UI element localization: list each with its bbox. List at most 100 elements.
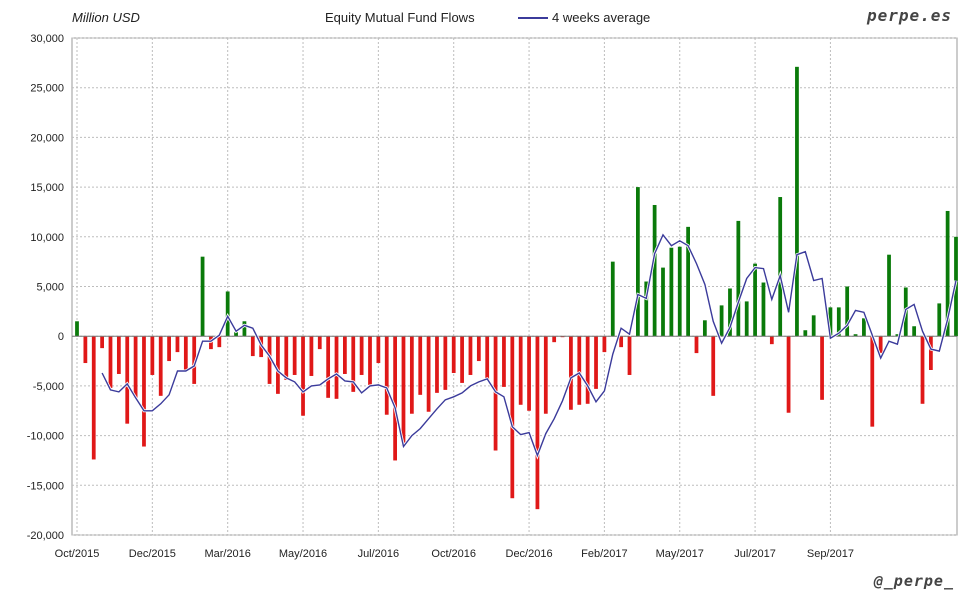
- outflow-bar: [820, 336, 824, 400]
- x-tick-label: Dec/2016: [506, 548, 553, 560]
- outflow-bar: [468, 336, 473, 375]
- outflow-bar: [602, 336, 607, 353]
- legend: 4 weeks average: [518, 10, 650, 25]
- inflow-bar: [795, 66, 799, 337]
- y-tick-label: -20,000: [27, 530, 64, 542]
- inflow-bar: [862, 318, 866, 337]
- x-tick-label: Oct/2016: [431, 548, 476, 560]
- x-tick-label: Dec/2015: [129, 548, 176, 560]
- x-tick-label: Mar/2016: [204, 548, 250, 560]
- inflow-bar: [912, 326, 917, 337]
- y-tick-label: -15,000: [27, 480, 64, 492]
- x-tick-label: May/2016: [279, 548, 327, 560]
- outflow-bar: [133, 336, 138, 398]
- outflow-bar: [426, 336, 431, 412]
- outflow-bar: [401, 336, 406, 446]
- outflow-bar: [368, 336, 372, 385]
- inflow-bar: [744, 301, 749, 337]
- outflow-bar: [183, 336, 188, 371]
- outflow-bar: [435, 336, 439, 393]
- inflow-bar: [702, 320, 707, 337]
- outflow-bar: [929, 336, 933, 370]
- inflow-bar: [234, 332, 238, 337]
- outflow-bar: [150, 336, 155, 375]
- y-tick-label: 20,000: [30, 132, 64, 144]
- inflow-bar: [686, 226, 690, 337]
- inflow-bar: [753, 263, 757, 337]
- outflow-bar: [317, 336, 322, 350]
- x-tick-label: Feb/2017: [581, 548, 627, 560]
- y-tick-label: 25,000: [30, 83, 64, 95]
- inflow-bar: [728, 288, 732, 337]
- outflow-bar: [100, 336, 104, 349]
- outflow-bar: [627, 336, 632, 375]
- outflow-bar: [108, 336, 113, 388]
- y-tick-label: 15,000: [30, 182, 64, 194]
- inflow-bar: [836, 307, 841, 337]
- outflow-bar: [711, 336, 716, 396]
- outflow-bar: [443, 336, 448, 390]
- inflow-bar: [242, 321, 247, 337]
- x-tick-label: Jul/2016: [358, 548, 400, 560]
- outflow-bar: [786, 336, 791, 413]
- outflow-bar: [91, 336, 96, 460]
- outflow-bar: [409, 336, 414, 414]
- outflow-bar: [577, 336, 582, 405]
- inflow-bar: [828, 307, 833, 337]
- four-week-average-line: [101, 233, 957, 458]
- legend-line-swatch: [518, 16, 548, 19]
- outflow-bar: [594, 336, 598, 389]
- legend-label: 4 weeks average: [552, 10, 651, 25]
- outflow-bar: [451, 336, 456, 373]
- outflow-bar: [175, 336, 180, 353]
- inflow-bar: [736, 220, 741, 337]
- outflow-bar: [142, 336, 146, 447]
- brand-watermark: perpe.es: [866, 6, 952, 25]
- outflow-bar: [527, 336, 531, 411]
- outflow-bar: [309, 336, 314, 376]
- inflow-bar: [669, 247, 674, 337]
- outflow-bar: [585, 336, 590, 404]
- outflow-bar: [351, 336, 356, 392]
- outflow-bar: [217, 336, 222, 348]
- outflow-bar: [343, 336, 347, 374]
- y-tick-label: -5,000: [33, 381, 64, 393]
- outflow-bar: [284, 336, 289, 380]
- inflow-bar: [778, 197, 783, 337]
- x-tick-label: Sep/2017: [807, 548, 854, 560]
- inflow-bar: [719, 305, 724, 337]
- outflow-bar: [502, 336, 506, 387]
- inflow-bar: [937, 303, 942, 337]
- outflow-bar: [518, 336, 523, 405]
- outflow-bar: [292, 336, 297, 375]
- author-handle: @_perpe_: [873, 572, 954, 590]
- outflow-bar: [543, 336, 548, 414]
- y-tick-label: 5,000: [36, 282, 64, 294]
- outflow-bar: [535, 336, 540, 510]
- outflow-bar: [359, 336, 364, 375]
- inflow-bar: [761, 282, 766, 337]
- x-tick-label: May/2017: [656, 548, 704, 560]
- outflow-bar: [267, 336, 272, 384]
- y-tick-label: 30,000: [30, 33, 64, 45]
- y-tick-label: 10,000: [30, 232, 64, 244]
- outflow-bar: [878, 336, 883, 354]
- outflow-bar: [418, 336, 423, 395]
- outflow-bar: [301, 336, 305, 416]
- inflow-bar: [644, 281, 649, 337]
- outflow-bar: [83, 336, 88, 364]
- outflow-bar: [870, 336, 875, 427]
- outflow-bar: [167, 336, 171, 362]
- outflow-bar: [192, 336, 197, 384]
- outflow-bar: [460, 336, 464, 383]
- inflow-bar: [661, 267, 665, 337]
- outflow-bar: [552, 336, 557, 343]
- outflow-bar: [510, 336, 515, 499]
- inflow-bar: [845, 286, 850, 337]
- inflow-bar: [200, 256, 205, 337]
- inflow-bar: [945, 210, 950, 337]
- inflow-bar: [887, 254, 891, 337]
- outflow-bar: [334, 336, 339, 399]
- outflow-bar: [476, 336, 481, 362]
